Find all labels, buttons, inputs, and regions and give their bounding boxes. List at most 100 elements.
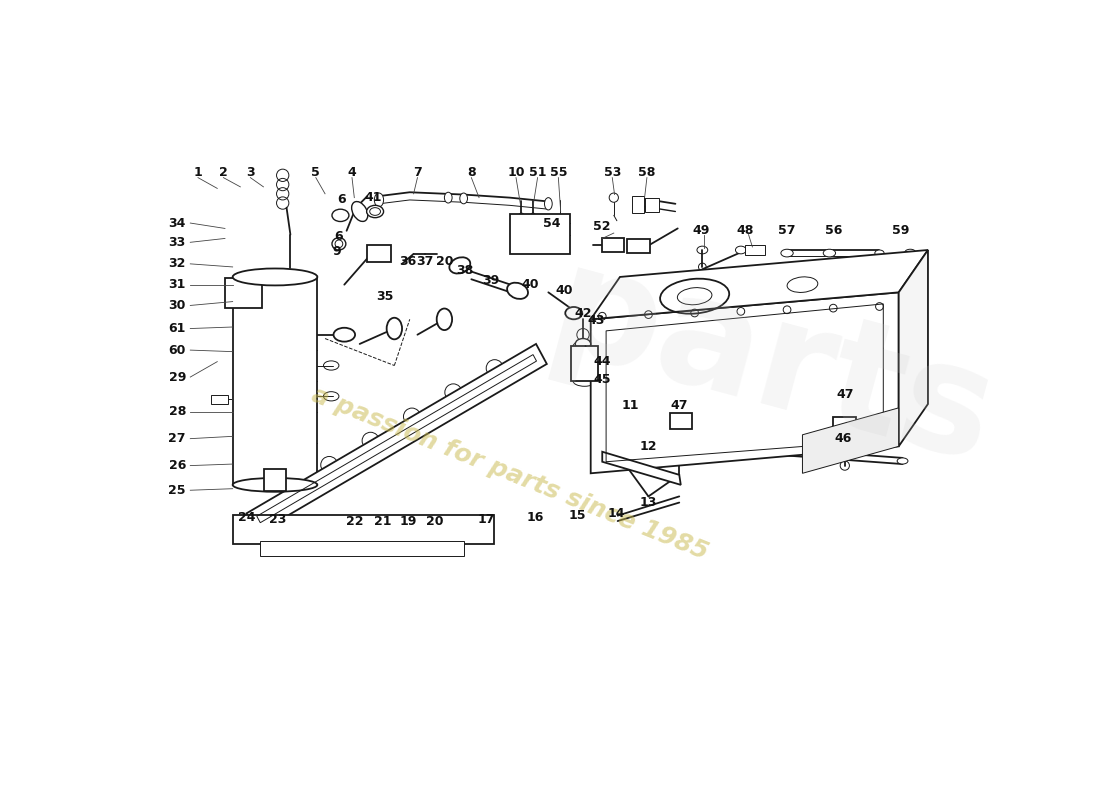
Text: 9: 9: [332, 245, 341, 258]
Bar: [670, 414, 692, 429]
Text: 12: 12: [640, 440, 657, 453]
Text: 43: 43: [587, 314, 605, 327]
Text: 6: 6: [338, 194, 346, 206]
Text: 1: 1: [194, 166, 202, 179]
Text: 17: 17: [478, 513, 495, 526]
Text: 19: 19: [399, 514, 417, 527]
Ellipse shape: [444, 192, 452, 203]
Text: 36: 36: [399, 255, 417, 268]
Ellipse shape: [905, 250, 915, 255]
Polygon shape: [899, 250, 928, 446]
Bar: [834, 417, 856, 446]
Text: 46: 46: [835, 432, 851, 445]
Ellipse shape: [387, 318, 403, 339]
Bar: [631, 196, 644, 213]
Text: 33: 33: [168, 236, 186, 249]
Text: 24: 24: [238, 511, 255, 525]
Bar: [224, 278, 262, 308]
Bar: [646, 198, 659, 211]
Ellipse shape: [565, 307, 582, 319]
Text: 31: 31: [168, 278, 186, 291]
Ellipse shape: [688, 442, 702, 450]
Text: 61: 61: [168, 322, 186, 335]
Text: 54: 54: [543, 217, 561, 230]
Text: 37: 37: [417, 255, 433, 268]
Ellipse shape: [352, 202, 367, 222]
Text: 44: 44: [594, 355, 610, 368]
Ellipse shape: [825, 250, 834, 256]
Ellipse shape: [374, 193, 384, 207]
Ellipse shape: [544, 198, 552, 210]
Bar: [264, 470, 286, 491]
Polygon shape: [246, 344, 547, 534]
Text: 40: 40: [521, 278, 539, 291]
Text: 16: 16: [527, 511, 543, 525]
Text: 10: 10: [507, 166, 525, 179]
Text: 48: 48: [737, 224, 755, 238]
Text: 14: 14: [607, 507, 625, 520]
Polygon shape: [803, 408, 899, 474]
Text: 35: 35: [376, 290, 394, 302]
Text: a passion for parts since 1985: a passion for parts since 1985: [308, 382, 712, 564]
Text: 25: 25: [168, 484, 186, 497]
Text: 23: 23: [268, 513, 286, 526]
Text: 2: 2: [219, 166, 228, 179]
Ellipse shape: [507, 282, 528, 299]
Text: 5: 5: [311, 166, 320, 179]
Text: 45: 45: [594, 373, 610, 386]
Bar: [745, 245, 764, 255]
Text: 21: 21: [374, 514, 392, 527]
Text: 4: 4: [348, 166, 356, 179]
Text: 28: 28: [168, 405, 186, 418]
Text: 29: 29: [168, 370, 186, 383]
Text: 59: 59: [892, 224, 910, 238]
Text: 41: 41: [364, 191, 382, 204]
Polygon shape: [591, 292, 899, 474]
Ellipse shape: [232, 478, 318, 492]
Ellipse shape: [332, 209, 349, 222]
Text: 13: 13: [640, 496, 657, 509]
Polygon shape: [603, 452, 681, 485]
Ellipse shape: [575, 338, 591, 350]
Bar: [627, 239, 650, 253]
Ellipse shape: [781, 250, 793, 257]
Ellipse shape: [332, 238, 345, 250]
Ellipse shape: [437, 309, 452, 330]
Text: 20: 20: [436, 255, 453, 268]
Ellipse shape: [874, 250, 884, 256]
Ellipse shape: [264, 502, 286, 514]
Bar: [260, 541, 464, 557]
Text: 30: 30: [168, 299, 186, 312]
Ellipse shape: [460, 193, 467, 204]
Ellipse shape: [333, 328, 355, 342]
Ellipse shape: [232, 269, 318, 286]
Bar: [211, 394, 228, 404]
Text: 47: 47: [671, 399, 688, 412]
Text: 11: 11: [621, 399, 639, 412]
Text: 34: 34: [168, 217, 186, 230]
Text: 22: 22: [345, 514, 363, 527]
Text: 15: 15: [569, 509, 586, 522]
Text: 27: 27: [168, 432, 186, 445]
Text: 51: 51: [529, 166, 547, 179]
Text: 6: 6: [334, 230, 343, 242]
Text: 52: 52: [594, 220, 610, 234]
Text: 26: 26: [168, 459, 186, 472]
Text: 8: 8: [468, 166, 475, 179]
Bar: [603, 238, 624, 251]
Bar: [510, 214, 570, 254]
Bar: [367, 245, 390, 262]
Ellipse shape: [823, 250, 836, 257]
Text: 56: 56: [825, 224, 842, 238]
Text: 40: 40: [556, 283, 572, 297]
Ellipse shape: [366, 206, 384, 218]
Ellipse shape: [898, 458, 907, 464]
Text: parts: parts: [535, 235, 1009, 496]
Text: 7: 7: [414, 166, 421, 179]
Text: 3: 3: [246, 166, 255, 179]
Polygon shape: [591, 250, 928, 319]
Ellipse shape: [264, 518, 286, 529]
Bar: [233, 277, 318, 485]
Ellipse shape: [264, 544, 286, 555]
Text: 57: 57: [779, 224, 795, 238]
